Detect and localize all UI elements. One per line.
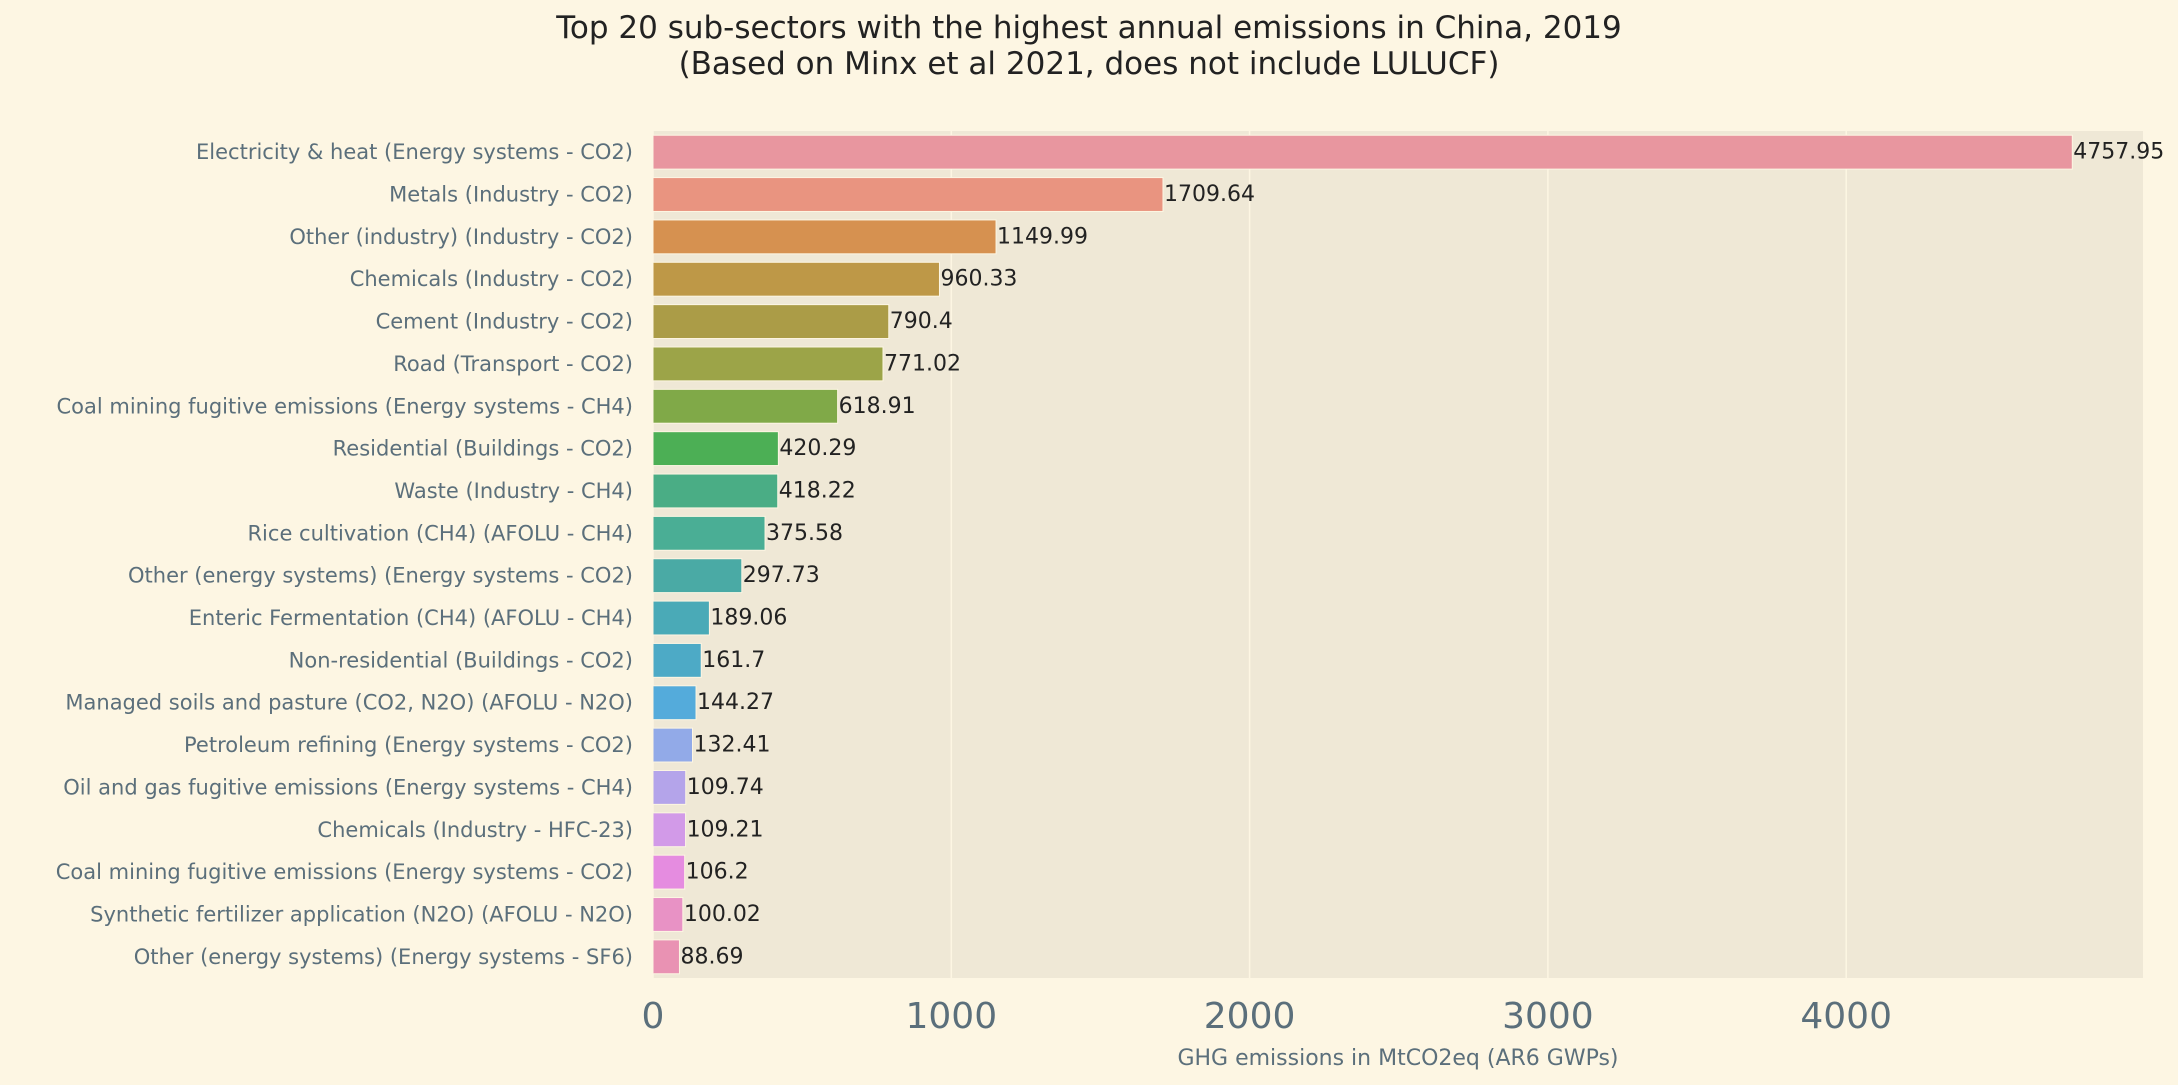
value-label: 1149.99 (997, 224, 1088, 249)
bar (652, 600, 710, 636)
category-label: Managed soils and pasture (CO2, N2O) (AF… (65, 691, 633, 715)
chart-title-block: Top 20 sub-sectors with the highest annu… (0, 10, 2178, 82)
category-label: Other (industry) (Industry - CO2) (289, 225, 633, 249)
category-label: Coal mining fugitive emissions (Energy s… (57, 394, 634, 418)
value-label: 4757.95 (2073, 140, 2164, 165)
bar (652, 812, 687, 848)
category-label: Other (energy systems) (Energy systems -… (128, 564, 633, 588)
value-label: 418.22 (779, 478, 856, 503)
bar (652, 897, 684, 932)
x-tick-label: 1000 (905, 996, 997, 1037)
bars (652, 134, 2073, 975)
category-label: Enteric Fermentation (CH4) (AFOLU - CH4) (189, 606, 633, 630)
category-label: Electricity & heat (Energy systems - CO2… (196, 140, 633, 164)
category-labels: Electricity & heat (Energy systems - CO2… (56, 140, 633, 969)
chart-subtitle: (Based on Minx et al 2021, does not incl… (678, 46, 1500, 82)
category-label: Coal mining fugitive emissions (Energy s… (56, 860, 633, 884)
plot-area (653, 131, 2143, 978)
bar (652, 177, 1164, 212)
value-label: 771.02 (884, 351, 961, 376)
value-label: 132.41 (693, 733, 770, 758)
category-label: Synthetic fertilizer application (N2O) (… (90, 902, 633, 926)
category-label: Rice cultivation (CH4) (AFOLU - CH4) (247, 521, 633, 545)
category-label: Residential (Buildings - CO2) (333, 437, 633, 461)
x-axis-ticks: 0 1000 2000 3000 4000 (642, 996, 1892, 1037)
value-label: 1709.64 (1164, 182, 1255, 207)
bar (652, 473, 779, 509)
bar (652, 642, 702, 678)
value-label: 960.33 (940, 267, 1017, 292)
bar (652, 939, 680, 975)
category-label: Oil and gas fugitive emissions (Energy s… (63, 775, 633, 799)
bar (652, 219, 997, 255)
bar (652, 769, 687, 805)
value-label: 297.73 (743, 563, 820, 588)
value-label: 618.91 (839, 394, 916, 419)
bar (652, 304, 890, 340)
bar (652, 515, 766, 551)
value-label: 88.69 (680, 944, 743, 969)
value-labels: 4757.95 1709.64 1149.99 960.33 790.4 771.02 61… (680, 140, 2164, 970)
category-label: Other (energy systems) (Energy systems -… (134, 945, 633, 969)
category-label: Waste (Industry - CH4) (394, 479, 633, 503)
value-label: 375.58 (766, 521, 843, 546)
x-tick-label: 0 (642, 996, 665, 1037)
bar (652, 431, 779, 467)
bar (652, 685, 697, 721)
x-tick-label: 2000 (1204, 996, 1296, 1037)
category-label: Road (Transport - CO2) (393, 352, 633, 376)
value-label: 109.74 (687, 775, 764, 800)
bar (652, 134, 2073, 170)
category-label: Petroleum refining (Energy systems - CO2… (184, 733, 633, 757)
value-label: 109.21 (687, 817, 764, 842)
bar (652, 558, 743, 594)
bar (652, 261, 940, 297)
value-label: 189.06 (710, 606, 787, 631)
category-label: Chemicals (Industry - HFC-23) (317, 818, 633, 842)
bar (652, 388, 839, 424)
category-label: Metals (Industry - CO2) (389, 183, 633, 207)
category-label: Chemicals (Industry - CO2) (350, 267, 633, 291)
value-label: 161.7 (702, 648, 765, 673)
bar (652, 346, 884, 382)
bar (652, 854, 686, 890)
x-axis-title: GHG emissions in MtCO2eq (AR6 GWPs) (1177, 1046, 1618, 1071)
category-label: Non-residential (Buildings - CO2) (289, 648, 633, 672)
value-label: 790.4 (890, 309, 953, 334)
bar (652, 727, 693, 763)
value-label: 106.2 (686, 860, 749, 885)
category-label: Cement (Industry - CO2) (376, 310, 633, 334)
value-label: 420.29 (779, 436, 856, 461)
value-label: 100.02 (684, 902, 761, 927)
x-tick-label: 3000 (1502, 996, 1594, 1037)
x-tick-label: 4000 (1800, 996, 1892, 1037)
chart-title: Top 20 sub-sectors with the highest annu… (556, 10, 1622, 46)
value-label: 144.27 (697, 690, 774, 715)
